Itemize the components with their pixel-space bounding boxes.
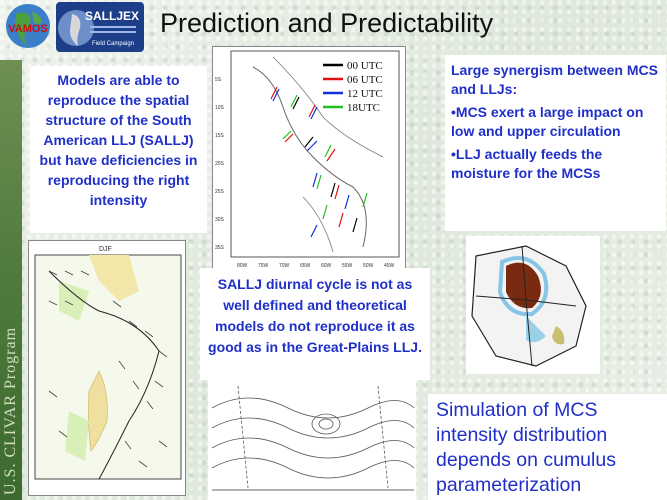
wind-map-xtick: 45W [384, 263, 395, 269]
legend-label: 12 UTC [347, 88, 383, 100]
djf-map-label: DJF [99, 246, 112, 253]
synergy-title: Large synergism between MCS and LLJs: [451, 62, 658, 97]
wind-vector-map: 5S 10S 15S 20S 25S 30S 35S 80W 75W 70W 6… [212, 46, 406, 276]
djf-wind-map: DJF [28, 240, 186, 496]
mcs-satellite-map [466, 236, 600, 374]
wind-map-xtick: 75W [258, 263, 269, 269]
wind-map-ytick: 20S [215, 161, 225, 167]
wind-map-xtick: 80W [237, 263, 248, 269]
diurnal-cycle-text-box: SALLJ diurnal cycle is not as well defin… [200, 268, 430, 380]
wind-map-xtick: 60W [321, 263, 332, 269]
synergy-bullet: •MCS exert a large impact on low and upp… [451, 104, 644, 139]
wind-map-legend-swatches [323, 63, 343, 109]
salljex-logo-subtext: Field Campaign [92, 41, 134, 47]
vamos-logo: VAMOS [6, 4, 50, 48]
contour-figure [211, 385, 415, 491]
legend-label: 00 UTC [347, 60, 383, 72]
synergy-bullet: •LLJ actually feeds the moisture for the… [451, 146, 603, 181]
wind-map-xtick: 50W [363, 263, 374, 269]
side-label: U.S. CLIVAR Program [2, 326, 19, 495]
wind-map-ytick: 15S [215, 133, 225, 139]
wind-map-ytick: 10S [215, 105, 225, 111]
wind-map-xtick: 65W [300, 263, 311, 269]
wind-map-ytick: 30S [215, 217, 225, 223]
djf-map-figure: DJF [34, 246, 182, 480]
models-text-box: Models are able to reproduce the spatial… [30, 66, 207, 233]
wind-map-xtick: 70W [279, 263, 290, 269]
synergy-text-box: Large synergism between MCS and LLJs: •M… [445, 55, 666, 231]
wind-map-xtick: 55W [342, 263, 353, 269]
simulation-text-box: Simulation of MCS intensity distribution… [428, 394, 667, 500]
wind-map-figure: 5S 10S 15S 20S 25S 30S 35S 80W 75W 70W 6… [215, 50, 400, 269]
page-title: Prediction and Predictability [160, 8, 494, 38]
legend-label: 18UTC [347, 102, 380, 114]
legend-label: 06 UTC [347, 74, 383, 86]
side-strip [0, 60, 22, 500]
contour-plot [208, 378, 416, 500]
salljex-logo-text: SALLJEX [85, 9, 139, 23]
salljex-logo: SALLJEX Field Campaign [56, 2, 144, 52]
vamos-logo-text: VAMOS [8, 23, 48, 35]
wind-map-ytick: 25S [215, 189, 225, 195]
wind-map-ytick: 35S [215, 245, 225, 251]
mcs-map-figure [466, 236, 600, 374]
wind-map-ytick: 5S [215, 77, 222, 83]
